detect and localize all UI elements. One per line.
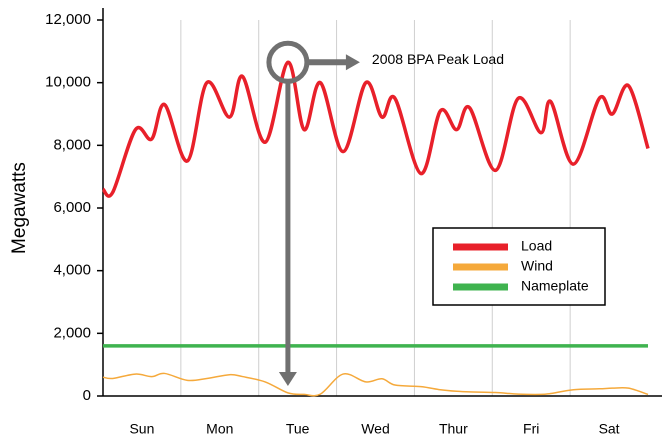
- x-tick-label: Sat: [599, 421, 620, 437]
- y-tick-label: 6,000: [53, 199, 91, 216]
- x-tick-label: Tue: [286, 421, 310, 437]
- y-tick-label: 2,000: [53, 324, 91, 341]
- y-tick-label: 10,000: [45, 74, 91, 91]
- y-tick-label: 12,000: [45, 11, 91, 28]
- x-tick-label: Sun: [129, 421, 154, 437]
- arrow-head: [345, 54, 360, 71]
- legend-label: Load: [521, 238, 552, 254]
- arrow-head: [278, 372, 297, 386]
- annotation-text: 2008 BPA Peak Load: [372, 51, 504, 67]
- y-tick-label: 4,000: [53, 262, 91, 279]
- x-tick-label: Fri: [523, 421, 539, 437]
- x-tick-label: Wed: [361, 421, 390, 437]
- legend-label: Nameplate: [521, 278, 589, 294]
- y-axis-label: Megawatts: [9, 162, 30, 254]
- line: [102, 372, 649, 397]
- y-tick-label: 8,000: [53, 136, 91, 153]
- x-tick-label: Thur: [439, 421, 468, 437]
- legend-label: Wind: [521, 258, 553, 274]
- x-tick-label: Mon: [206, 421, 233, 437]
- y-tick-label: 0: [83, 387, 91, 404]
- line: [101, 60, 650, 198]
